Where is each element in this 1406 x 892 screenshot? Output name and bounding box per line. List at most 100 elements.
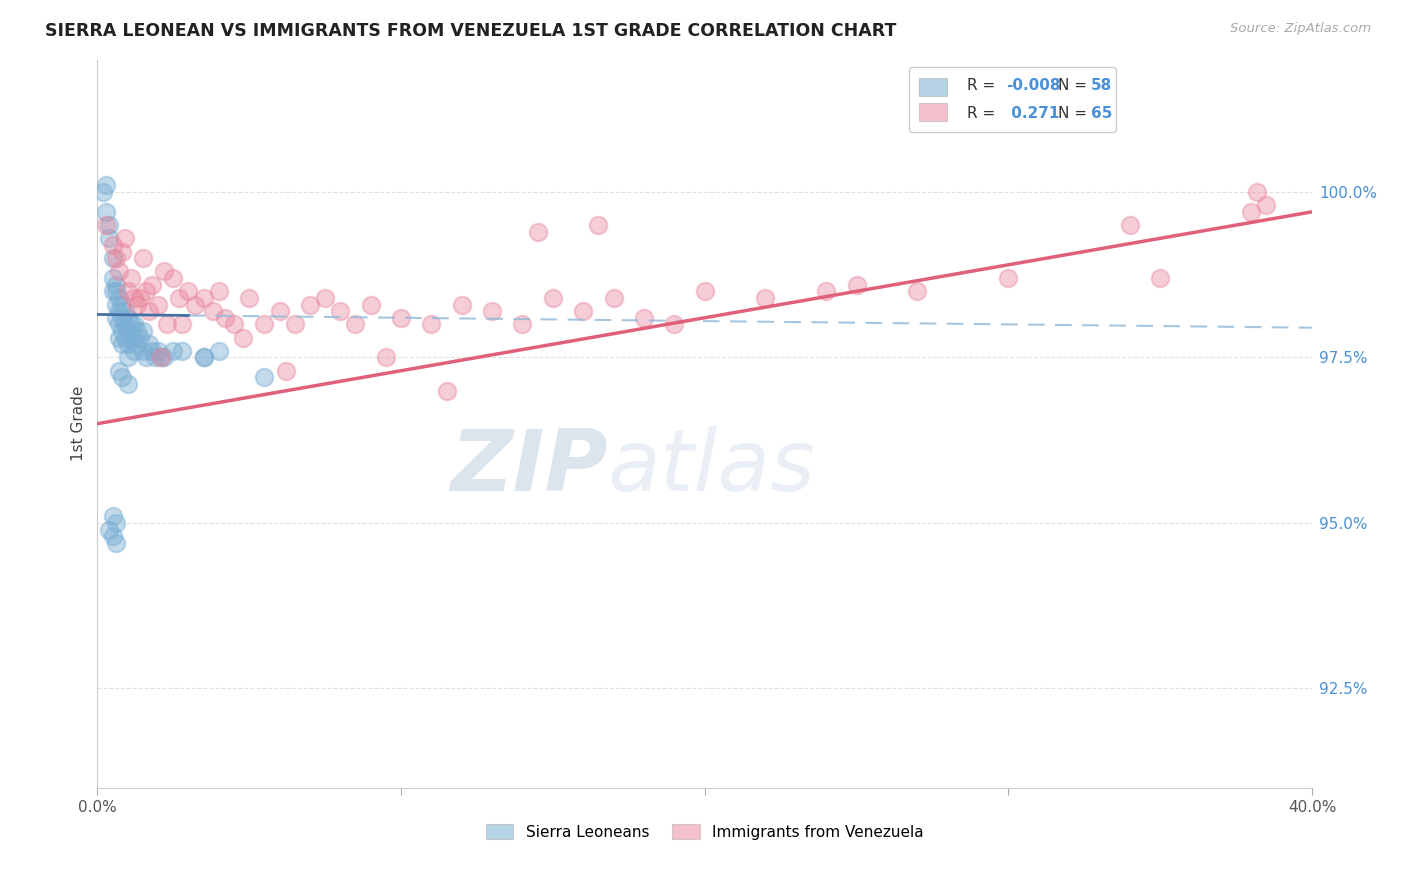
Point (107, 291, 129, 305)
Point (905, 285, 928, 299)
Point (664, 318, 686, 332)
Text: atlas: atlas (607, 425, 815, 508)
Point (122, 291, 145, 305)
Point (436, 384, 458, 398)
Point (141, 343, 163, 358)
Point (153, 264, 176, 278)
Point (143, 351, 166, 365)
Point (117, 351, 139, 365)
Text: 0.271: 0.271 (1007, 106, 1060, 121)
Point (602, 291, 624, 305)
Point (104, 251, 127, 265)
Point (222, 318, 245, 332)
Point (588, 218, 610, 232)
Point (269, 304, 291, 318)
Point (754, 291, 776, 305)
Point (298, 297, 321, 311)
Point (114, 318, 136, 332)
Point (111, 324, 134, 338)
Text: N =: N = (1059, 106, 1087, 121)
Point (122, 318, 145, 332)
Point (389, 310, 412, 325)
Point (111, 337, 134, 351)
Point (111, 244, 134, 259)
Point (1246, 185, 1268, 199)
Point (146, 297, 169, 311)
Point (96, 205, 118, 219)
Point (120, 318, 142, 332)
Point (193, 351, 215, 365)
Point (122, 331, 145, 345)
Point (374, 351, 396, 365)
Point (101, 509, 124, 524)
Point (526, 225, 548, 239)
Point (107, 304, 129, 318)
Point (541, 291, 564, 305)
Point (96, 178, 118, 193)
Text: R =: R = (967, 106, 995, 121)
Point (1256, 198, 1278, 212)
Point (117, 337, 139, 351)
Point (208, 285, 231, 299)
Point (135, 351, 157, 365)
Point (132, 251, 155, 265)
Text: R =: R = (967, 78, 995, 93)
Point (128, 331, 150, 345)
Point (172, 318, 194, 332)
Text: 58: 58 (1091, 78, 1112, 93)
Point (201, 304, 224, 318)
Text: ZIP: ZIP (450, 425, 607, 508)
Point (132, 324, 155, 338)
Point (111, 310, 134, 325)
Point (117, 324, 139, 338)
Point (135, 285, 157, 299)
Point (125, 324, 148, 338)
Point (138, 337, 160, 351)
Point (117, 376, 139, 391)
Point (183, 297, 205, 311)
Text: N =: N = (1059, 78, 1087, 93)
Point (111, 297, 134, 311)
Point (156, 318, 179, 332)
Point (125, 337, 148, 351)
Point (693, 285, 716, 299)
Point (845, 277, 868, 292)
Text: SIERRA LEONEAN VS IMMIGRANTS FROM VENEZUELA 1ST GRADE CORRELATION CHART: SIERRA LEONEAN VS IMMIGRANTS FROM VENEZU… (45, 22, 897, 40)
Point (111, 370, 134, 384)
Point (93, 185, 115, 199)
Point (815, 285, 838, 299)
Point (481, 304, 503, 318)
Point (232, 331, 254, 345)
Point (208, 343, 231, 358)
Point (162, 271, 184, 285)
Point (138, 304, 160, 318)
Point (101, 271, 124, 285)
Point (114, 231, 136, 245)
Point (146, 343, 169, 358)
Point (633, 310, 655, 325)
Y-axis label: 1st Grade: 1st Grade (72, 386, 86, 461)
Point (101, 251, 124, 265)
Point (104, 297, 127, 311)
Point (572, 304, 595, 318)
Text: Source: ZipAtlas.com: Source: ZipAtlas.com (1230, 22, 1371, 36)
Point (162, 343, 184, 358)
Legend: Sierra Leoneans, Immigrants from Venezuela: Sierra Leoneans, Immigrants from Venezue… (479, 817, 929, 846)
Point (1149, 271, 1171, 285)
Point (114, 331, 136, 345)
Point (101, 238, 124, 252)
Point (107, 364, 129, 378)
Point (107, 264, 129, 278)
Point (214, 310, 236, 325)
Point (177, 285, 200, 299)
Point (120, 331, 142, 345)
Point (128, 291, 150, 305)
Point (329, 304, 352, 318)
Point (98, 218, 121, 232)
Point (284, 318, 307, 332)
Point (997, 271, 1019, 285)
Point (101, 285, 124, 299)
Point (169, 291, 191, 305)
Point (141, 277, 163, 292)
Point (193, 291, 215, 305)
